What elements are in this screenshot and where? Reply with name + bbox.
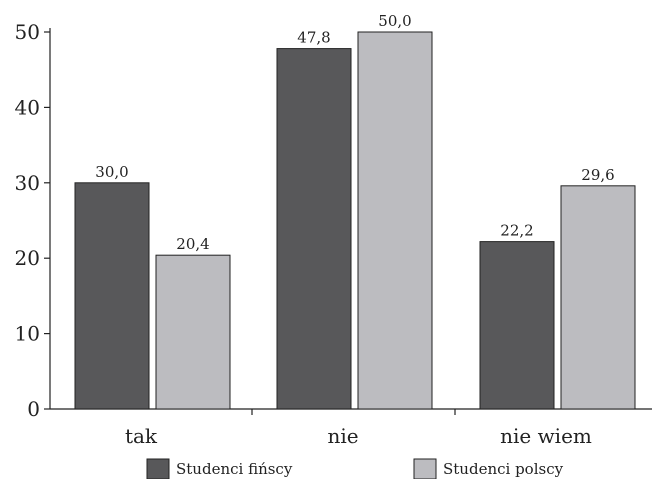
bar <box>357 31 433 410</box>
legend-label: Studenci polscy <box>443 460 564 478</box>
bar <box>276 48 352 410</box>
category-label: nie wiem <box>500 424 592 448</box>
data-label: 22,2 <box>500 222 533 240</box>
data-label: 30,0 <box>95 163 128 181</box>
bar <box>74 182 150 410</box>
y-tick-label: 30 <box>15 171 40 195</box>
bar <box>560 185 636 410</box>
category-label: tak <box>125 424 158 448</box>
axes: 0 10 20 30 40 50 tak nie nie wiem <box>15 20 652 448</box>
category-label: nie <box>327 424 358 448</box>
y-tick-label: 10 <box>15 322 40 346</box>
data-label: 29,6 <box>581 166 614 184</box>
legend: Studenci fińscy Studenci polscy <box>146 458 564 480</box>
y-tick-label: 20 <box>15 246 40 270</box>
data-label: 47,8 <box>297 29 330 47</box>
bar <box>155 254 231 410</box>
bar <box>479 241 555 410</box>
legend-swatch <box>146 458 170 480</box>
y-tick-label: 50 <box>15 20 40 44</box>
y-tick-label: 0 <box>27 397 40 421</box>
legend-label: Studenci fińscy <box>176 460 293 478</box>
data-label: 50,0 <box>378 12 411 30</box>
legend-swatch <box>413 458 437 480</box>
data-label: 20,4 <box>176 235 209 253</box>
y-tick-label: 40 <box>15 95 40 119</box>
bars <box>74 31 636 410</box>
data-labels: 30,0 20,4 47,8 50,0 22,2 29,6 <box>95 12 614 253</box>
